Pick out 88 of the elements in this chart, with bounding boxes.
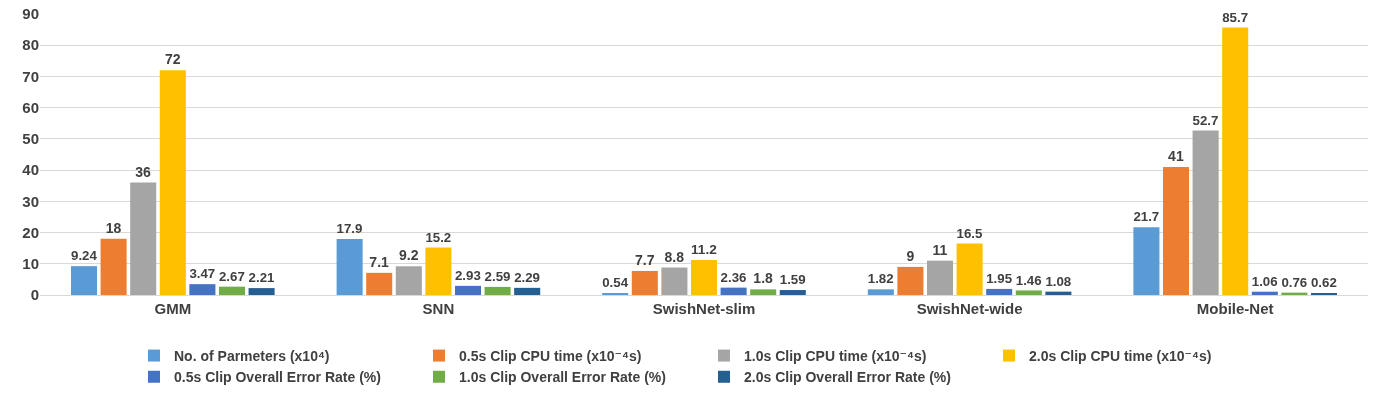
data-label: 3.47	[189, 266, 216, 282]
bar	[514, 287, 541, 295]
bar	[1222, 27, 1249, 295]
bar	[248, 288, 275, 295]
legend-label: 0.5s Clip CPU time (x10⁻⁴s)	[459, 348, 642, 365]
data-label: 1.59	[779, 272, 806, 288]
data-label: 18	[105, 219, 122, 236]
bar	[926, 260, 954, 295]
y-tick-label: 40	[22, 161, 39, 179]
data-label: 8.8	[664, 248, 685, 265]
y-tick-label: 90	[22, 5, 39, 23]
data-label: 1.82	[867, 271, 894, 287]
y-tick-label: 0	[30, 286, 39, 304]
bar	[130, 182, 157, 295]
bar	[631, 270, 658, 295]
bar	[218, 286, 246, 295]
x-tick-label: SNN	[422, 300, 455, 317]
legend-label: 0.5s Clip Overall Error Rate (%)	[174, 369, 381, 386]
legend-label: 2.0s Clip Overall Error Rate (%)	[744, 369, 951, 386]
data-label: 0.54	[602, 275, 629, 291]
bar	[100, 238, 127, 295]
data-label: 11.2	[691, 242, 718, 258]
bar	[336, 239, 363, 295]
data-label: 15.2	[425, 229, 452, 245]
bar	[1251, 291, 1278, 295]
data-label: 2.93	[454, 268, 481, 283]
bar	[867, 289, 894, 295]
x-tick-label: GMM	[154, 300, 192, 317]
bar	[750, 289, 777, 295]
legend-label: 2.0s Clip CPU time (x10⁻⁴s)	[1029, 348, 1212, 365]
data-label: 1.06	[1251, 273, 1278, 289]
data-label: 7.1	[369, 253, 390, 270]
data-label: 36	[135, 163, 152, 180]
bar	[189, 284, 216, 295]
legend-label: 1.0s Clip CPU time (x10⁻⁴s)	[744, 348, 927, 365]
bar	[1162, 166, 1190, 295]
data-label: 41	[1168, 147, 1184, 164]
data-label: 11	[932, 241, 948, 258]
bar	[956, 243, 983, 295]
data-label: 2.59	[484, 269, 511, 285]
bar	[366, 272, 393, 295]
y-tick-label: 20	[22, 223, 39, 241]
data-label: 16.5	[956, 225, 984, 241]
bar	[661, 267, 688, 295]
y-tick-label: 60	[22, 98, 39, 116]
legend-label: 1.0s Clip Overall Error Rate (%)	[459, 369, 666, 386]
bar	[690, 260, 718, 295]
bar	[454, 285, 482, 295]
data-label: 1.46	[1015, 272, 1042, 288]
bar	[1192, 130, 1219, 295]
legend-label: No. of Parmeters (x10⁴)	[174, 348, 330, 365]
bar	[70, 266, 98, 295]
data-label: 2.67	[218, 268, 245, 284]
data-label: 85.7	[1222, 9, 1249, 25]
data-label: 21.7	[1133, 209, 1160, 225]
x-tick-label: SwishNet-slim	[652, 300, 756, 317]
x-tick-label: Mobile-Net	[1196, 300, 1274, 317]
bar	[425, 247, 452, 295]
y-tick-label: 70	[22, 67, 39, 85]
data-label: 7.7	[634, 251, 655, 268]
data-label: 2.21	[248, 270, 276, 286]
bar	[395, 266, 422, 295]
data-label: 9.24	[71, 248, 98, 264]
data-label: 0.62	[1310, 275, 1337, 291]
data-label: 52.7	[1192, 112, 1219, 128]
data-label: 9.2	[398, 247, 419, 264]
y-tick-label: 30	[22, 192, 39, 210]
bar	[1133, 227, 1160, 295]
data-label: 2.29	[514, 270, 540, 285]
bar	[484, 286, 511, 295]
data-label: 9	[906, 247, 915, 264]
data-label: 0.76	[1281, 274, 1308, 290]
bar	[779, 290, 806, 295]
data-label: 1.08	[1045, 273, 1072, 289]
bar	[897, 266, 924, 295]
y-tick-label: 50	[22, 130, 39, 148]
data-label: 17.9	[336, 221, 363, 237]
x-tick-label: SwishNet-wide	[916, 300, 1023, 317]
data-label: 1.8	[753, 270, 774, 287]
y-tick-label: 80	[22, 36, 39, 54]
bar	[720, 287, 747, 295]
y-tick-label: 10	[22, 255, 39, 273]
data-label: 72	[164, 51, 181, 68]
data-label: 1.95	[986, 271, 1013, 287]
bar	[1015, 290, 1042, 295]
bar	[159, 70, 186, 295]
bar	[986, 288, 1013, 295]
data-label: 2.36	[720, 269, 747, 285]
